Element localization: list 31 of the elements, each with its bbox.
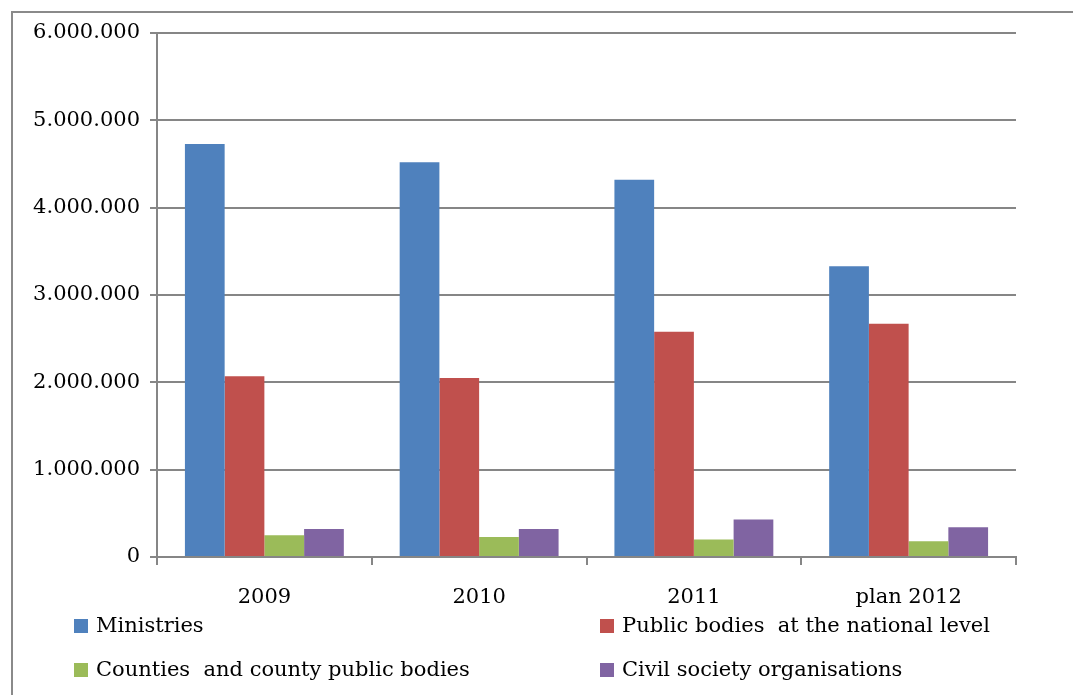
bar	[693, 539, 734, 556]
bar	[439, 377, 480, 556]
x-tick-label: 2010	[452, 584, 506, 609]
legend-label: Ministries	[96, 613, 204, 638]
x-tick-label: 2009	[237, 584, 292, 609]
bar	[304, 529, 344, 556]
bar	[614, 179, 655, 556]
bar	[518, 529, 559, 556]
y-tick-label: 5.000.000	[33, 106, 140, 131]
bar	[654, 331, 694, 556]
x-tick-label: 2011	[667, 584, 721, 609]
y-tick-label: 2.000.000	[33, 368, 140, 393]
legend-label: Counties and county public bodies	[96, 657, 470, 682]
bar	[948, 527, 989, 556]
bar	[829, 266, 869, 556]
y-tick-label: 6.000.000	[33, 19, 140, 44]
bar	[868, 323, 909, 556]
y-tick-label: 4.000.000	[33, 194, 140, 219]
x-tick-label: plan 2012	[855, 584, 962, 609]
y-tick-label: 1.000.000	[33, 456, 140, 481]
bar	[264, 535, 305, 556]
bar	[224, 376, 265, 556]
y-tick-label: 0	[126, 543, 140, 568]
bar	[908, 541, 949, 556]
bar	[479, 536, 519, 556]
bar	[399, 162, 440, 556]
y-tick-label: 3.000.000	[33, 281, 140, 306]
legend-label: Public bodies at the national level	[622, 613, 991, 638]
legend-label: Civil society organisations	[622, 657, 903, 682]
bar	[184, 143, 225, 556]
bar	[733, 519, 774, 556]
